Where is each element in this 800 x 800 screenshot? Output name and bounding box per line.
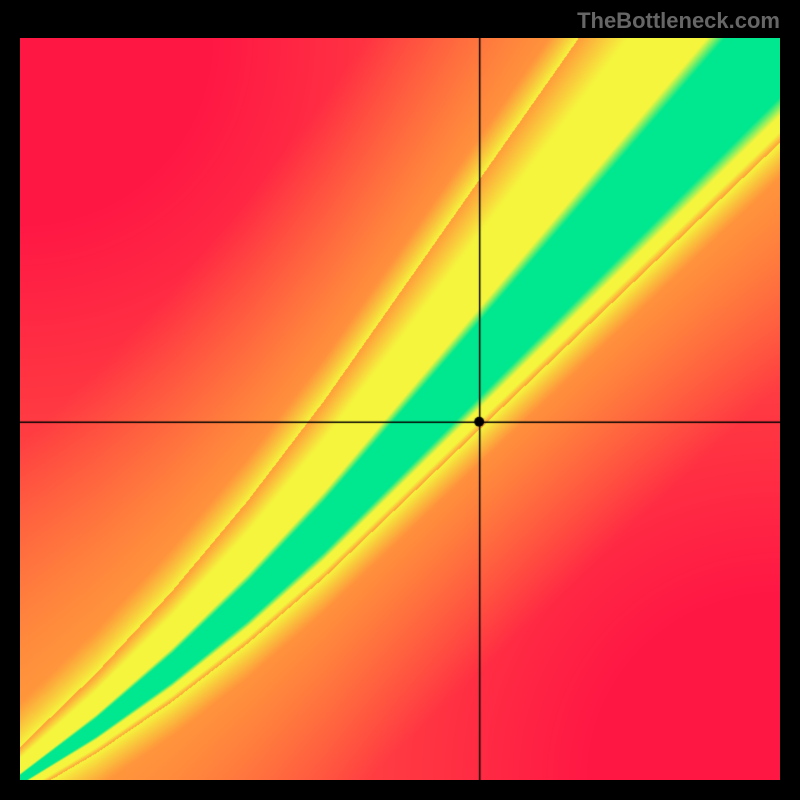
bottleneck-heatmap-chart (20, 38, 780, 780)
heatmap-canvas (20, 38, 780, 780)
watermark-text: TheBottleneck.com (577, 8, 780, 34)
